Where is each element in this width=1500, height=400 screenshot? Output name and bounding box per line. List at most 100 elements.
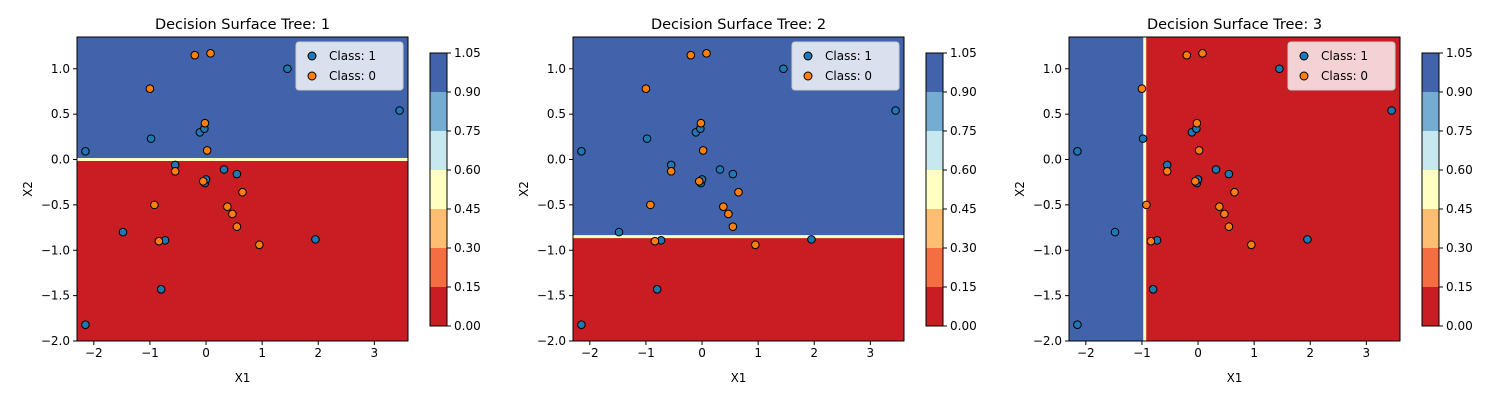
colorbar-tick-label: 0.75 — [1446, 124, 1473, 138]
y-tick-label: 1.0 — [547, 62, 566, 76]
data-point-class-0 — [1142, 200, 1151, 210]
legend-marker-class-1 — [307, 51, 317, 61]
colorbar-band — [430, 53, 447, 92]
colorbar-band — [430, 248, 447, 287]
data-point-class-0 — [694, 176, 704, 186]
x-tick-label: 0 — [698, 346, 706, 360]
decision-region-lower — [77, 159, 408, 341]
x-tick-label: −1 — [141, 346, 159, 360]
colorbar-band — [1422, 92, 1439, 131]
data-point-class-1 — [118, 227, 128, 237]
legend-box — [1287, 41, 1396, 91]
colorbar-tick-label: 0.60 — [1446, 163, 1473, 177]
y-tick-label: −2.0 — [41, 334, 70, 348]
x-tick-label: 1 — [258, 346, 266, 360]
x-axis-label: X1 — [1227, 371, 1243, 385]
data-point-class-0 — [1224, 222, 1234, 231]
y-tick-label: −1.0 — [537, 243, 566, 257]
y-tick-label: 0.0 — [1043, 153, 1062, 167]
data-point-class-0 — [666, 167, 676, 176]
data-point-class-0 — [228, 209, 237, 219]
data-point-class-0 — [1182, 50, 1192, 60]
data-point-class-1 — [81, 320, 90, 329]
data-point-class-0 — [1137, 84, 1147, 94]
colorbar-band — [1422, 53, 1439, 92]
y-axis-label: X2 — [517, 181, 531, 197]
colorbar-tick-label: 0.00 — [454, 319, 481, 333]
data-point-class-0 — [1215, 202, 1224, 211]
y-tick-label: 0.5 — [1043, 107, 1062, 121]
data-point-class-1 — [577, 147, 586, 156]
data-point-class-0 — [150, 200, 159, 210]
data-point-class-1 — [652, 284, 662, 294]
x-tick-label: 2 — [314, 346, 322, 360]
y-tick-label: −0.5 — [1033, 198, 1062, 212]
data-point-class-0 — [650, 236, 660, 246]
legend: Class: 1 Class: 0 — [791, 41, 900, 91]
colorbar-tick-label: 0.30 — [1446, 241, 1473, 255]
colorbar-tick-label: 0.15 — [1446, 280, 1473, 294]
data-point-class-1 — [642, 134, 652, 143]
legend-marker-class-0 — [803, 71, 813, 81]
data-point-class-1 — [577, 320, 586, 329]
data-point-class-0 — [238, 187, 247, 197]
data-point-class-0 — [751, 240, 760, 250]
colorbar-tick-label: 0.75 — [454, 124, 481, 138]
data-point-class-0 — [1192, 118, 1202, 128]
data-point-class-1 — [891, 106, 900, 115]
legend-box — [295, 41, 404, 91]
chart-title: Decision Surface Tree: 2 — [651, 17, 826, 33]
data-point-class-0 — [1194, 146, 1204, 155]
data-point-class-0 — [145, 84, 155, 94]
legend: Class: 1 Class: 0 — [1287, 41, 1396, 91]
data-point-class-0 — [154, 236, 164, 246]
data-point-class-0 — [702, 49, 711, 58]
colorbar-tick-label: 0.15 — [950, 280, 977, 294]
colorbar-band — [1422, 287, 1439, 326]
x-tick-label: 2 — [810, 346, 818, 360]
legend-label: Class: 1 — [329, 49, 376, 63]
colorbar-tick-label: 1.05 — [950, 46, 977, 60]
axes-frame — [572, 36, 905, 342]
legend-label: Class: 0 — [1321, 69, 1368, 83]
data-point-class-0 — [1198, 49, 1207, 58]
y-tick-label: −2.0 — [1033, 334, 1062, 348]
x-tick-label: 3 — [371, 346, 379, 360]
y-tick-label: −1.5 — [1033, 289, 1062, 303]
x-tick-label: 1 — [1250, 346, 1258, 360]
colorbar-frame — [1421, 52, 1440, 327]
data-point-class-0 — [170, 167, 180, 176]
data-point-class-1 — [146, 134, 156, 143]
colorbar-band — [926, 248, 943, 287]
data-point-class-1 — [81, 147, 90, 156]
y-tick-label: −0.5 — [537, 198, 566, 212]
data-point-class-1 — [1110, 227, 1120, 237]
data-point-class-0 — [1162, 167, 1172, 176]
data-point-class-0 — [728, 222, 738, 231]
data-point-class-1 — [1073, 320, 1082, 329]
data-point-class-0 — [686, 50, 696, 60]
y-tick-label: 0.5 — [51, 107, 70, 121]
colorbar-tick-label: 0.00 — [1446, 319, 1473, 333]
axes-frame — [76, 36, 409, 342]
legend: Class: 1 Class: 0 — [295, 41, 404, 91]
colorbar-tick-label: 0.60 — [454, 163, 481, 177]
colorbar-tick-label: 0.90 — [950, 85, 977, 99]
colorbar-tick-label: 0.60 — [950, 163, 977, 177]
data-point-class-1 — [1138, 134, 1148, 143]
data-point-class-1 — [1073, 147, 1082, 156]
data-point-class-1 — [728, 169, 738, 179]
colorbar-frame — [429, 52, 448, 327]
x-tick-label: −1 — [1133, 346, 1151, 360]
chart-panel-3: −2 −1 0 1 2 3 −2.0 −1.5 −1.0 −0.5 0.0 0.5 1.0 Decisio… — [1013, 17, 1473, 385]
colorbar-tick-label: 0.90 — [454, 85, 481, 99]
data-point-class-0 — [1230, 187, 1239, 197]
x-axis-label: X1 — [235, 371, 251, 385]
data-point-class-1 — [779, 64, 788, 74]
data-point-class-0 — [232, 222, 242, 231]
decision-region-left — [1069, 37, 1145, 341]
colorbar-band — [1422, 131, 1439, 170]
colorbar: 0.00 0.15 0.30 0.45 0.60 0.75 0.90 1.05 — [429, 46, 481, 333]
colorbar-band — [430, 131, 447, 170]
